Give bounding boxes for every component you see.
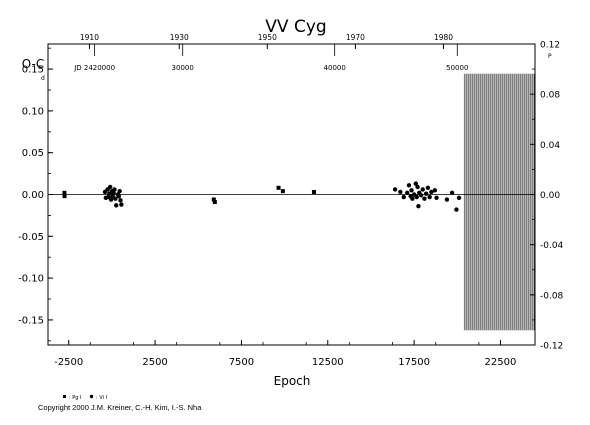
data-point-vi xyxy=(406,183,412,188)
legend-marker-circle xyxy=(89,394,94,399)
data-point-vi xyxy=(449,190,455,196)
data-point-vi xyxy=(424,191,429,196)
data-point-vi xyxy=(422,196,427,201)
jd-tick-label: JD 2420000 xyxy=(73,64,115,72)
data-point-vi xyxy=(415,184,420,190)
data-point-vi xyxy=(454,207,459,212)
right-y-tick-label: 0.08 xyxy=(540,91,560,101)
year-tick-label: 1950 xyxy=(258,33,277,42)
year-tick-label: 1970 xyxy=(346,33,365,42)
x-tick-label: 22500 xyxy=(485,357,517,368)
data-point-vi xyxy=(107,184,113,190)
data-point-vi xyxy=(114,203,119,208)
data-point-vi xyxy=(429,189,434,195)
right-y-tick-label: 0.00 xyxy=(540,191,560,201)
jd-tick-label: 40000 xyxy=(324,64,346,72)
data-point-pg xyxy=(62,194,67,199)
data-point-vi xyxy=(405,190,410,196)
data-point-vi xyxy=(401,194,406,200)
data-point-vi xyxy=(416,204,421,209)
x-tick-label: 7500 xyxy=(229,357,254,368)
y-tick-label: 0.00 xyxy=(22,190,44,201)
data-point-vi xyxy=(425,185,431,191)
data-point-vi xyxy=(427,194,432,200)
y-tick-label: -0.15 xyxy=(18,315,44,326)
y-tick-label: 0.05 xyxy=(22,148,44,159)
jd-tick-label: 30000 xyxy=(172,64,194,72)
data-point-pg xyxy=(212,200,217,205)
x-tick-label: 17500 xyxy=(398,357,430,368)
right-y-tick-label: -0.12 xyxy=(540,342,563,352)
right-y-tick-label: -0.04 xyxy=(540,241,564,251)
data-point-pg xyxy=(211,197,216,202)
legend: : Pg I : Vi I xyxy=(63,394,107,401)
data-point-vi xyxy=(444,197,450,202)
x-tick-label: 12500 xyxy=(312,357,344,368)
data-point-vi xyxy=(420,187,425,192)
legend-marker-square xyxy=(63,395,66,398)
chart-title: VV Cyg xyxy=(265,17,326,37)
year-tick-label: 1910 xyxy=(80,33,99,42)
right-y-tick-label: -0.08 xyxy=(540,291,564,301)
data-point-vi xyxy=(414,194,419,200)
data-point-vi xyxy=(413,181,419,186)
y-axis-unit-left: d xyxy=(41,75,45,82)
data-point-vi xyxy=(418,193,424,198)
data-point-vi xyxy=(398,189,403,195)
data-point-vi xyxy=(113,196,118,201)
data-point-vi xyxy=(118,198,123,203)
data-point-vi xyxy=(456,195,462,201)
right-y-tick-label: 0.12 xyxy=(540,41,560,51)
y-tick-label: -0.05 xyxy=(18,232,44,243)
data-point-vi xyxy=(392,187,398,192)
y-tick-label: -0.10 xyxy=(18,274,44,285)
y-axis-label: O-C xyxy=(22,57,45,71)
y-axis-unit-right: P xyxy=(548,53,552,60)
data-point-vi xyxy=(112,187,117,192)
data-point-vi xyxy=(117,188,122,194)
data-point-vi xyxy=(432,188,438,193)
data-point-pg xyxy=(280,189,285,194)
x-tick-label: -2500 xyxy=(54,357,83,368)
x-axis-label: Epoch xyxy=(274,374,311,388)
data-point-vi xyxy=(409,188,414,193)
data-point-pg xyxy=(62,190,67,195)
data-point-pg xyxy=(311,189,316,194)
data-point-vi xyxy=(410,196,415,201)
future-epoch-band xyxy=(463,73,535,331)
data-point-vi xyxy=(108,197,114,202)
copyright-note: Copyright 2000 J.M. Kreiner, C.-H. Kim, … xyxy=(38,403,202,412)
legend-label: : Pg I xyxy=(69,395,82,401)
data-point-vi xyxy=(119,202,124,207)
y-tick-label: 0.10 xyxy=(22,106,44,117)
year-tick-label: 1980 xyxy=(434,33,453,42)
data-point-vi xyxy=(434,195,439,201)
x-tick-label: 2500 xyxy=(142,357,167,368)
data-point-pg xyxy=(276,185,281,190)
legend-label: : Vi I xyxy=(96,395,107,401)
year-tick-label: 1930 xyxy=(170,33,189,42)
jd-tick-label: 50000 xyxy=(446,64,468,72)
y-tick-label: 0.15 xyxy=(22,65,44,76)
data-point-vi xyxy=(111,190,116,196)
data-point-vi xyxy=(116,193,122,199)
right-y-tick-label: 0.04 xyxy=(540,141,560,151)
